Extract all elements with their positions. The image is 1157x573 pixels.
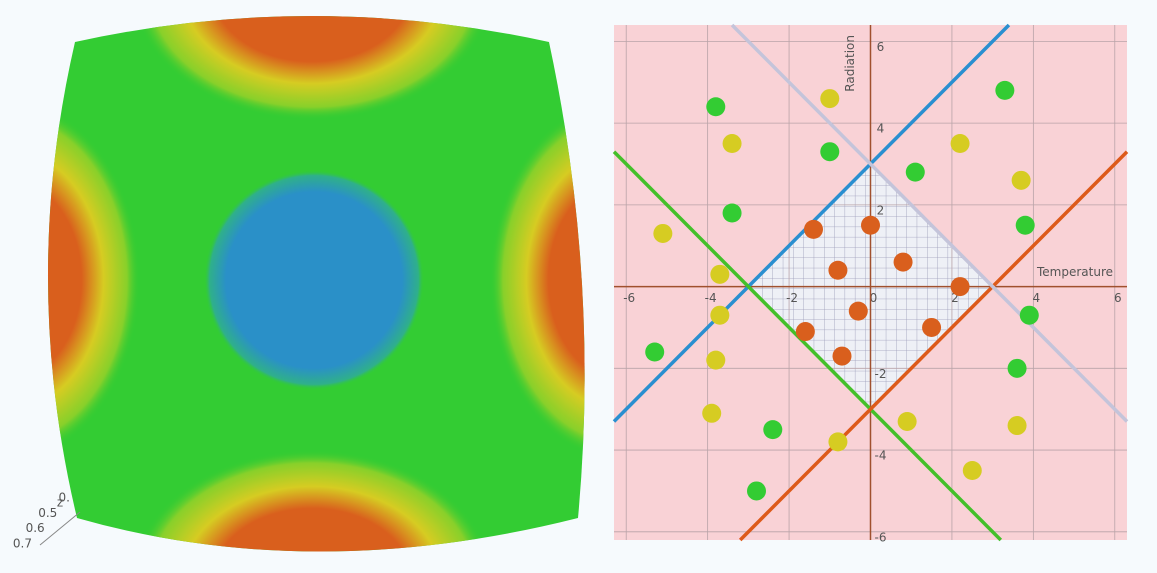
point: [1007, 358, 1027, 378]
line: [730, 23, 1129, 423]
y-axis-label: Radiation: [843, 35, 857, 92]
point: [1007, 416, 1027, 436]
point: [710, 264, 730, 284]
line: [738, 150, 1129, 542]
point: [645, 342, 665, 362]
point: [995, 80, 1015, 100]
point: [722, 203, 742, 223]
surface: [47, 16, 585, 552]
point: [828, 432, 848, 452]
x-tick-label: 6: [1114, 291, 1122, 305]
point: [804, 219, 823, 239]
point: [820, 89, 840, 109]
y-tick-label: 2: [877, 203, 885, 217]
point: [706, 350, 726, 370]
y-tick-label: -2: [875, 367, 887, 381]
point: [861, 215, 880, 235]
y-tick-label: 6: [877, 40, 885, 54]
point: [832, 346, 852, 366]
point: [747, 481, 766, 501]
z-axis-label: z: [57, 496, 63, 510]
point: [653, 223, 673, 243]
point: [828, 260, 848, 280]
x-tick-label: 4: [1033, 291, 1041, 305]
z-tick-label: 0.6: [26, 521, 45, 535]
point: [1015, 215, 1035, 235]
z-tick-label: 0.7: [13, 537, 32, 551]
point: [950, 134, 970, 154]
point: [950, 277, 970, 297]
x-tick-label: -6: [623, 291, 635, 305]
point: [1019, 305, 1039, 325]
y-tick-label: -4: [875, 449, 887, 463]
point: [962, 461, 982, 481]
point: [820, 142, 840, 162]
point: [848, 301, 868, 321]
x-tick-label: 2: [951, 291, 959, 305]
x-axis-label: Temperature: [1036, 265, 1113, 279]
point: [922, 317, 942, 337]
z-tick-label: 0.5: [38, 506, 57, 520]
z-tick-label: 0.: [59, 491, 70, 505]
point: [905, 162, 925, 182]
z-axis: [39, 511, 81, 546]
point: [722, 134, 742, 154]
point: [795, 322, 815, 342]
line: [612, 150, 1003, 542]
y-tick-label: 4: [877, 122, 885, 136]
y-tick-label: -6: [875, 530, 887, 544]
point: [1011, 170, 1031, 190]
point: [893, 252, 913, 272]
point: [706, 97, 726, 117]
point: [710, 305, 730, 325]
x-tick-label: -4: [705, 291, 717, 305]
point: [702, 403, 722, 423]
point: [897, 411, 917, 431]
x-tick-label: -2: [786, 291, 798, 305]
point: [763, 420, 783, 440]
x-tick-label: 0: [870, 291, 878, 305]
